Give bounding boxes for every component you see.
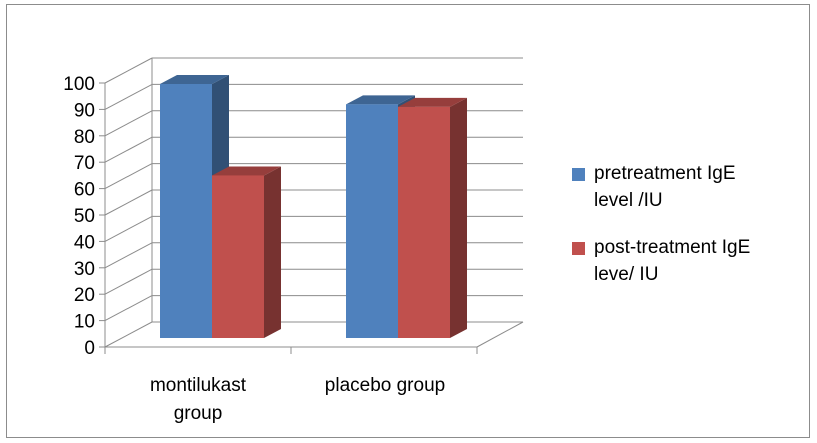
legend-swatch xyxy=(572,168,585,181)
side-wall-line xyxy=(104,136,153,163)
side-wall-line xyxy=(104,163,153,190)
side-wall-line xyxy=(104,110,153,137)
bar-side xyxy=(264,166,281,338)
bar xyxy=(346,104,398,338)
bar-side xyxy=(450,97,467,338)
bar-top xyxy=(212,166,281,176)
bar xyxy=(212,175,264,338)
floor-right-edge xyxy=(476,321,524,348)
x-tick-label: group xyxy=(174,403,223,424)
y-tick-label: 80 xyxy=(74,127,95,148)
legend-item: pretreatment IgE level /IU xyxy=(572,160,802,214)
side-wall-line xyxy=(104,295,153,322)
legend-label: level /IU xyxy=(594,190,663,211)
y-tick-label: 70 xyxy=(74,153,95,174)
side-wall-line xyxy=(104,57,153,84)
y-tick-label: 20 xyxy=(74,285,95,306)
bar-top xyxy=(346,95,415,105)
y-tick-label: 100 xyxy=(63,74,95,95)
y-tick-label: 50 xyxy=(74,206,95,227)
y-tick-label: 60 xyxy=(74,180,95,201)
bar xyxy=(398,106,450,338)
legend-label: pretreatment IgE xyxy=(594,163,736,184)
legend-label: post-treatment IgE xyxy=(594,237,751,258)
y-tick-label: 10 xyxy=(74,312,95,333)
side-wall-line xyxy=(104,242,153,269)
side-wall-line xyxy=(104,268,153,295)
legend: pretreatment IgE level /IU post-treatment … xyxy=(572,160,802,308)
bar-top xyxy=(398,97,467,107)
x-tick-label: placebo group xyxy=(325,375,445,396)
y-tick-label: 30 xyxy=(74,259,95,280)
legend-swatch xyxy=(572,242,585,255)
side-wall-line xyxy=(104,189,153,216)
side-wall-line xyxy=(104,321,153,348)
y-tick-label: 90 xyxy=(74,100,95,121)
y-tick-label: 0 xyxy=(84,338,95,359)
side-wall-line xyxy=(104,215,153,242)
legend-item: post-treatment IgE leve/ IU xyxy=(572,234,802,288)
bar xyxy=(160,84,212,338)
legend-label: leve/ IU xyxy=(594,264,659,285)
bar-top xyxy=(160,75,229,84)
y-tick-label: 40 xyxy=(74,232,95,253)
side-wall-line xyxy=(104,83,153,110)
x-tick-label: montilukast xyxy=(150,375,247,396)
